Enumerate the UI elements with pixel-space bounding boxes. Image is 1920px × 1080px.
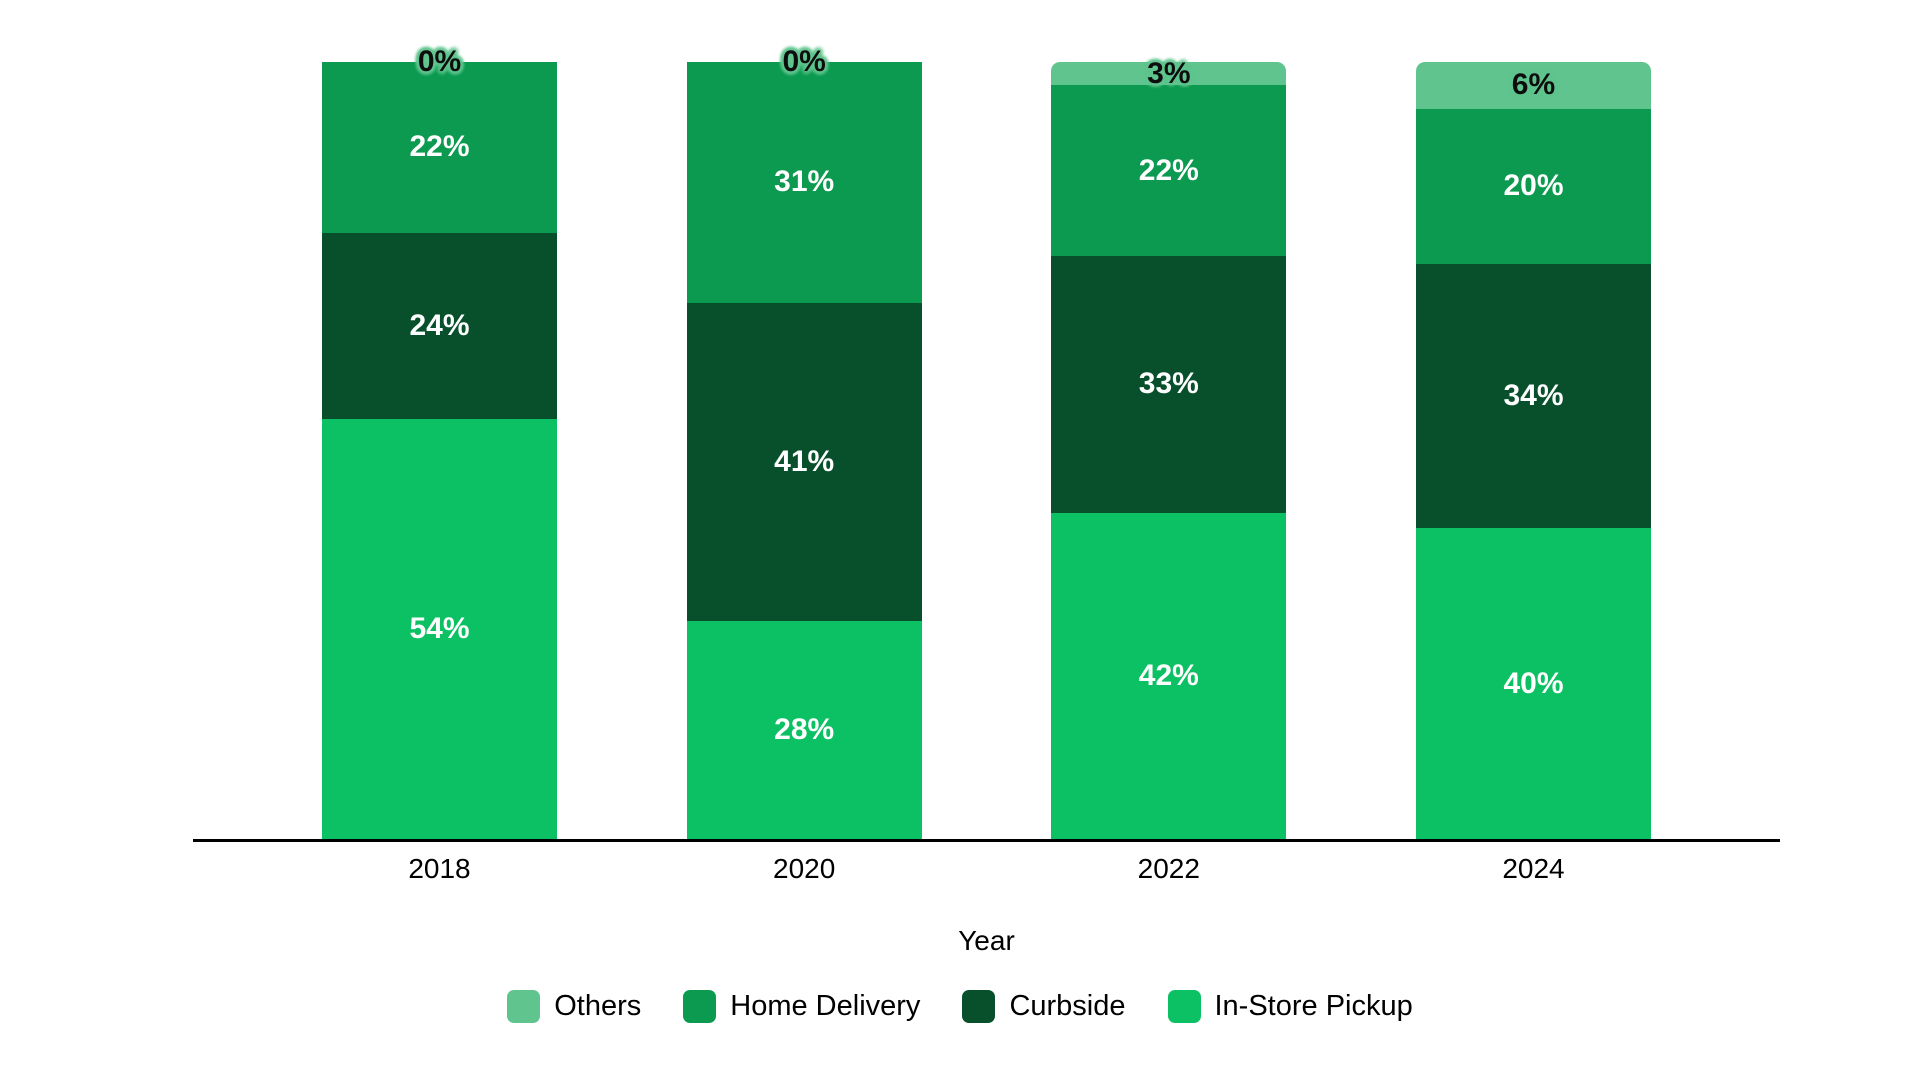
x-tick-label-2020: 2020 — [773, 853, 836, 884]
segment-value-label: 20% — [1503, 169, 1564, 203]
segment-value-label: 22% — [1138, 153, 1199, 187]
segment-home-delivery-2022: 22% — [1051, 85, 1287, 257]
segment-value-label: 41% — [774, 445, 835, 479]
segment-curbside-2024: 34% — [1415, 264, 1651, 529]
segment-value-label: 31% — [774, 165, 835, 199]
segment-home-delivery-2024: 20% — [1415, 108, 1651, 264]
x-tick-label-2018: 2018 — [408, 853, 471, 884]
legend-item-in-store-pickup[interactable]: In-Store Pickup — [1167, 990, 1413, 1023]
legend-item-others[interactable]: Others — [507, 990, 641, 1023]
segment-value-label: 24% — [409, 309, 470, 343]
legend-swatch-in-store-pickup — [1167, 990, 1201, 1023]
segment-in-store-pickup-2022: 42% — [1051, 512, 1287, 839]
segment-value-label: 40% — [1503, 666, 1564, 700]
segment-in-store-pickup-2024: 40% — [1415, 528, 1651, 839]
segment-others-2024: 6% — [1415, 62, 1651, 109]
segment-value-label: 28% — [774, 713, 835, 747]
segment-value-label: 6% — [1511, 68, 1556, 102]
segment-home-delivery-2020: 31% — [686, 62, 922, 303]
segment-value-label: 33% — [1138, 367, 1199, 401]
legend-item-home-delivery[interactable]: Home Delivery — [683, 990, 920, 1023]
legend-label: In-Store Pickup — [1214, 990, 1413, 1022]
bar-2020: 0% 31% 41% 28% — [686, 47, 922, 839]
bar-2018: 0% 22% 24% 54% — [322, 47, 557, 839]
segment-value-label: 42% — [1138, 658, 1199, 692]
segment-value-label: 22% — [409, 130, 470, 164]
x-tick-label-2024: 2024 — [1502, 853, 1565, 884]
legend-swatch-home-delivery — [683, 990, 717, 1023]
segment-curbside-2020: 41% — [686, 302, 922, 622]
segment-curbside-2018: 24% — [322, 232, 557, 420]
legend-label: Home Delivery — [730, 990, 921, 1022]
x-axis-line — [193, 839, 1780, 842]
bar-2022: 3% 22% 33% 42% — [1051, 58, 1287, 839]
legend-label: Others — [554, 990, 642, 1022]
bar-2024: 6% 20% 34% 40% — [1415, 62, 1651, 839]
legend-item-curbside[interactable]: Curbside — [962, 990, 1126, 1023]
segment-in-store-pickup-2018: 54% — [322, 419, 557, 839]
segment-value-label: 54% — [409, 612, 470, 646]
segment-others-2022: 3% — [1051, 58, 1287, 88]
segment-in-store-pickup-2020: 28% — [686, 621, 922, 839]
segment-value-label: 34% — [1503, 379, 1564, 413]
x-axis-title: Year — [958, 925, 1015, 956]
x-tick-label-2022: 2022 — [1137, 853, 1200, 884]
segment-value-label: 0% — [417, 45, 462, 78]
plot-area: 0% 22% 24% 54% 0% 31% 41% 28% 3% 22% 33% 42% 6% 20% 34… — [193, 47, 1780, 839]
segment-curbside-2022: 33% — [1051, 256, 1287, 513]
x-axis-ticks: 2018 2020 2022 2024 — [193, 853, 1780, 885]
segment-home-delivery-2018: 22% — [322, 62, 557, 233]
legend-label: Curbside — [1009, 990, 1126, 1022]
legend: Others Home Delivery Curbside In-Store Pick… — [0, 990, 1920, 1023]
legend-swatch-curbside — [962, 990, 996, 1023]
segment-value-label: 0% — [782, 45, 826, 78]
legend-swatch-others — [507, 990, 541, 1023]
segment-value-label: 3% — [1147, 56, 1191, 90]
